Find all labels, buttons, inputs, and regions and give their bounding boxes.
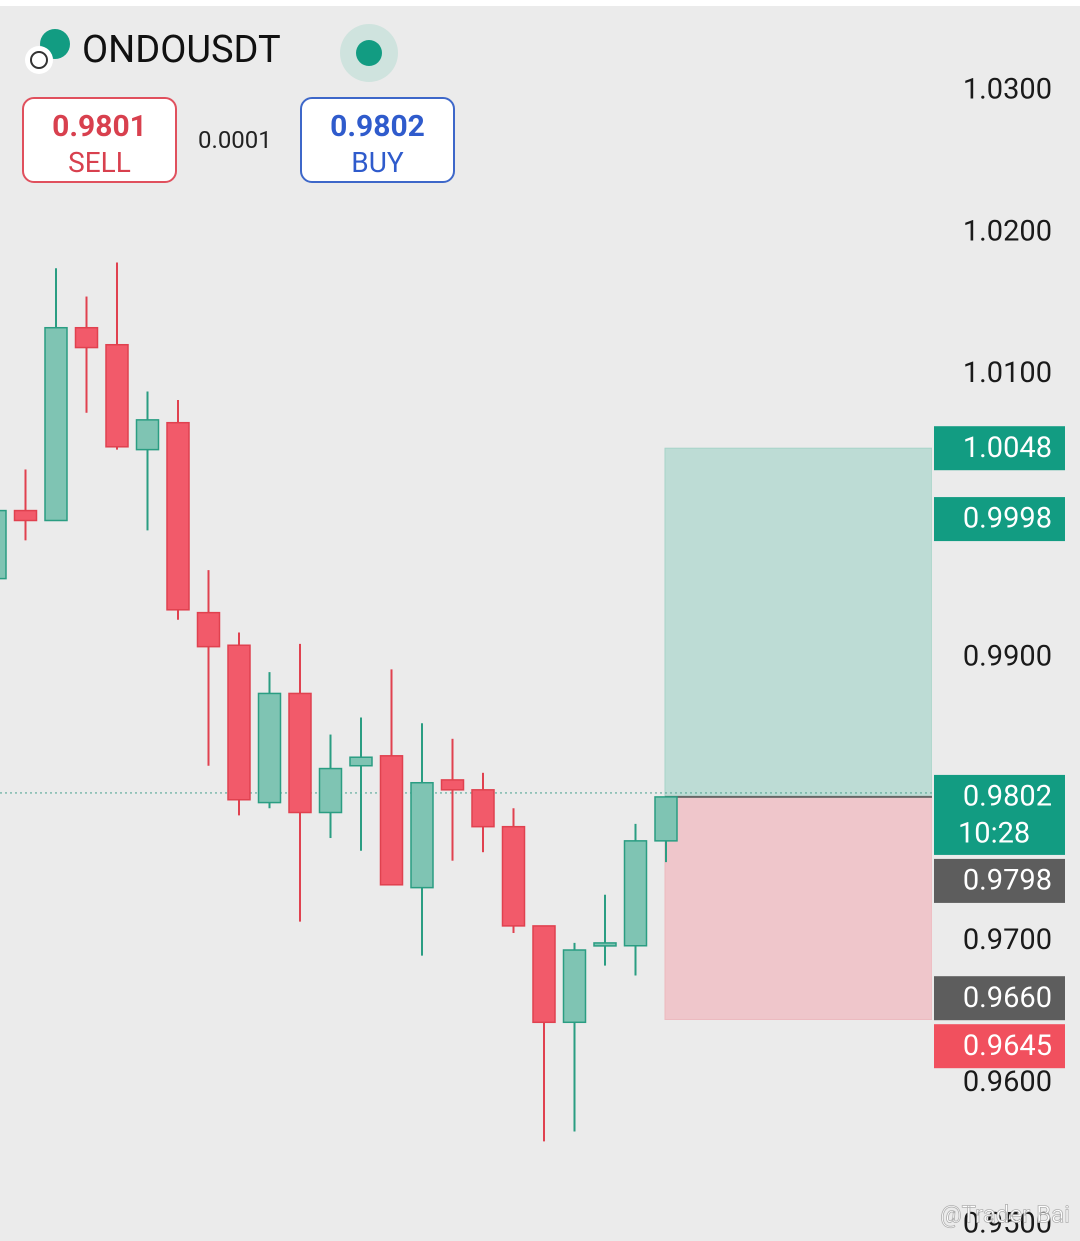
y-tick-label: 1.0200: [963, 214, 1052, 248]
candle-body: [562, 949, 587, 1024]
y-tick-label: 0.9700: [963, 923, 1052, 957]
candle-body: [379, 755, 404, 886]
candle-body: [654, 796, 678, 842]
y-tick-label: 0.9500: [963, 1207, 1052, 1241]
price-label: 0.9660: [963, 981, 1052, 1015]
buy-price: 0.9802: [330, 109, 425, 144]
spread: 0.0001: [198, 126, 272, 154]
price-label-bg: [934, 858, 1065, 903]
status-indicator: [340, 24, 398, 82]
candle-body: [318, 767, 343, 814]
buy-button[interactable]: 0.9802 BUY: [300, 97, 455, 183]
y-tick-label: 1.0100: [963, 356, 1052, 390]
candle-body: [0, 509, 7, 580]
plot: [0, 262, 932, 1142]
candle-body: [440, 779, 465, 791]
price-label-bg: [934, 497, 1065, 542]
candle-body: [196, 611, 221, 648]
candle-body: [227, 644, 251, 801]
candle-body: [471, 789, 495, 828]
sell-price: 0.9801: [52, 109, 147, 144]
price-axis: 1.0300 1.0200 1.0100 0.9900 0.9700 0.9600 0.95…: [934, 73, 1065, 1241]
candle-body: [13, 509, 38, 522]
symbol-icon: [22, 28, 72, 76]
candle-body: [532, 925, 556, 1024]
candle-body: [349, 756, 373, 767]
price-label: 0.9998: [963, 502, 1052, 536]
sell-label: SELL: [68, 146, 131, 179]
price-label-bg: [934, 426, 1065, 471]
price-label: 1.0048: [963, 431, 1052, 465]
profit-zone: [664, 447, 932, 798]
price-label-bg: [934, 774, 1065, 855]
y-tick-label: 0.9900: [963, 640, 1052, 674]
candle-body: [288, 692, 312, 814]
candle-body: [44, 326, 68, 522]
candle-body: [166, 421, 190, 611]
y-tick-label: 1.0300: [963, 73, 1052, 107]
loss-zone: [664, 796, 932, 1020]
candle-body: [410, 781, 434, 889]
price-label: 0.9802: [963, 780, 1052, 814]
price-label-bg: [934, 1024, 1065, 1069]
price-label-bg: [934, 976, 1065, 1021]
y-tick-label: 0.9600: [963, 1065, 1052, 1099]
symbol: ONDOUSDT: [82, 28, 281, 72]
buy-label: BUY: [351, 146, 404, 179]
top-bar: [0, 0, 1080, 6]
price-label: 0.9798: [963, 864, 1052, 898]
countdown: 10:28: [958, 817, 1030, 851]
sell-button[interactable]: 0.9801 SELL: [22, 97, 177, 183]
candle-body: [257, 692, 282, 804]
candle-body: [501, 825, 526, 927]
candle-body: [135, 419, 160, 451]
price-label: 0.9645: [963, 1029, 1052, 1063]
candle-body: [593, 942, 617, 947]
candle-body: [74, 326, 99, 349]
candle-body: [105, 343, 129, 448]
candle-body: [623, 840, 648, 947]
watermark: @Trader Bai: [940, 1200, 1070, 1228]
